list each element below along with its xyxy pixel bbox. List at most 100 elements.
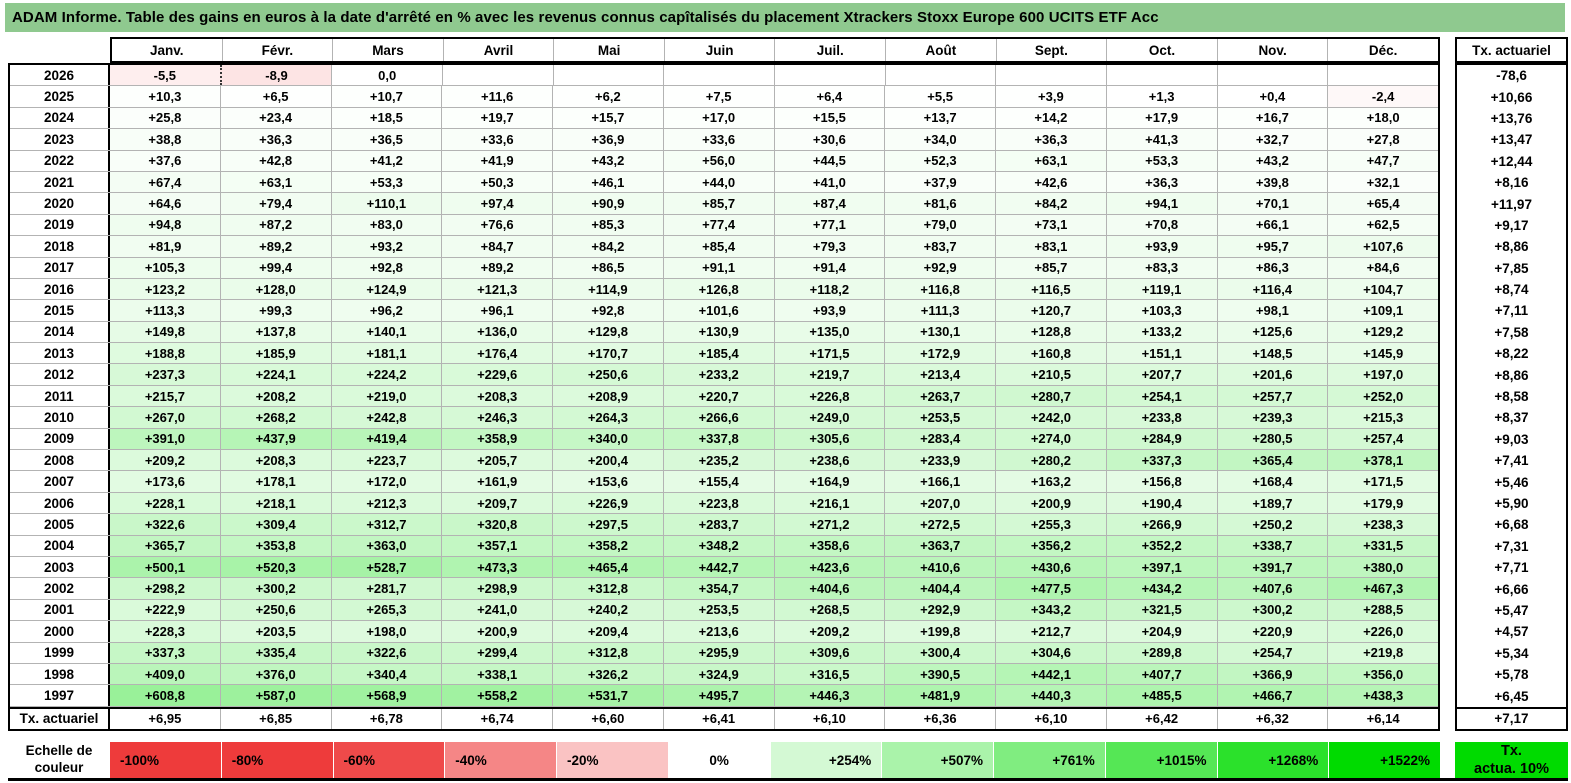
tx-value[interactable]: +7,41 (1494, 453, 1529, 469)
value-cell[interactable]: +363,0 (330, 535, 442, 556)
tx-value[interactable]: +7,58 (1494, 324, 1529, 340)
value-cell[interactable]: +90,9 (552, 193, 663, 214)
value-cell[interactable]: +15,5 (773, 107, 885, 129)
value-cell[interactable]: +92,9 (884, 257, 995, 278)
value-cell[interactable]: +156,8 (1105, 471, 1217, 492)
value-cell[interactable]: +292,9 (884, 599, 995, 621)
value-cell[interactable]: +151,1 (1105, 343, 1217, 364)
value-cell[interactable]: +89,2 (219, 236, 331, 257)
value-cell[interactable]: +128,8 (995, 321, 1106, 343)
tx-value[interactable]: +9,03 (1494, 431, 1529, 447)
value-cell[interactable]: +352,2 (1105, 535, 1217, 556)
value-cell[interactable]: +322,6 (110, 514, 220, 535)
value-cell[interactable]: +5,5 (884, 86, 995, 107)
value-cell[interactable]: +97,4 (441, 193, 552, 214)
value-cell[interactable]: +171,5 (773, 343, 885, 364)
value-cell[interactable]: +338,1 (441, 663, 552, 685)
value-cell[interactable]: +391,7 (1216, 556, 1328, 578)
value-cell[interactable]: +239,3 (1216, 407, 1328, 428)
value-cell[interactable]: +500,1 (110, 556, 220, 578)
value-cell[interactable]: +354,7 (662, 578, 774, 599)
value-cell[interactable]: +442,1 (995, 663, 1106, 685)
value-cell[interactable]: +52,3 (884, 150, 995, 171)
value-cell[interactable]: +466,7 (1216, 685, 1328, 706)
year-label[interactable]: 2009 (10, 428, 110, 450)
value-cell[interactable]: +397,1 (1105, 556, 1217, 578)
year-label[interactable]: 2000 (10, 621, 110, 642)
value-cell[interactable]: +6,4 (773, 86, 885, 107)
month-header[interactable]: Avril (442, 39, 554, 61)
value-cell[interactable]: +164,9 (773, 471, 885, 492)
value-cell[interactable]: +391,0 (110, 428, 220, 450)
year-label[interactable]: 2015 (10, 300, 110, 321)
year-label[interactable]: 2002 (10, 578, 110, 599)
value-cell[interactable]: +103,3 (1105, 300, 1217, 321)
year-label[interactable]: 1998 (10, 663, 110, 685)
value-cell[interactable]: +228,3 (110, 621, 220, 642)
value-cell[interactable]: +7,5 (662, 86, 774, 107)
year-label[interactable]: 2004 (10, 535, 110, 556)
value-cell[interactable]: +312,8 (552, 642, 663, 663)
month-header[interactable]: Nov. (1216, 39, 1328, 61)
value-cell[interactable]: +170,7 (552, 343, 663, 364)
actuarial-footer-value[interactable]: +6,42 (1105, 708, 1217, 729)
value-cell[interactable]: +63,1 (219, 171, 331, 193)
value-cell[interactable]: +37,6 (110, 150, 220, 171)
value-cell[interactable]: +407,7 (1105, 663, 1217, 685)
year-label[interactable]: 2006 (10, 492, 110, 514)
value-cell[interactable]: +123,2 (110, 278, 220, 300)
value-cell[interactable]: +363,7 (884, 535, 995, 556)
value-cell[interactable]: +223,8 (662, 492, 774, 514)
value-cell[interactable]: +528,7 (330, 556, 442, 578)
value-cell[interactable]: +38,8 (110, 129, 220, 150)
value-cell[interactable]: +23,4 (219, 107, 331, 129)
value-cell[interactable] (663, 65, 775, 86)
value-cell[interactable]: +300,2 (219, 578, 331, 599)
tx-value[interactable]: +11,97 (1491, 196, 1532, 212)
value-cell[interactable]: +130,1 (884, 321, 995, 343)
value-cell[interactable]: +198,0 (330, 621, 442, 642)
value-cell[interactable]: +137,8 (219, 321, 331, 343)
value-cell[interactable]: +218,1 (219, 492, 331, 514)
value-cell[interactable]: +168,4 (1216, 471, 1328, 492)
value-cell[interactable]: +208,9 (552, 385, 663, 407)
value-cell[interactable]: +366,9 (1216, 663, 1328, 685)
value-cell[interactable]: +376,0 (219, 663, 331, 685)
value-cell[interactable]: +322,6 (330, 642, 442, 663)
value-cell[interactable]: +340,0 (552, 428, 663, 450)
value-cell[interactable]: +558,2 (441, 685, 552, 706)
value-cell[interactable]: +120,7 (995, 300, 1106, 321)
value-cell[interactable]: +85,4 (662, 236, 774, 257)
year-label[interactable]: 2011 (10, 385, 110, 407)
value-cell[interactable]: +79,3 (773, 236, 885, 257)
actuarial-footer-value[interactable]: +6,78 (330, 708, 442, 729)
value-cell[interactable]: +47,7 (1327, 150, 1438, 171)
value-cell[interactable]: +338,7 (1216, 535, 1328, 556)
value-cell[interactable]: +219,0 (330, 385, 442, 407)
value-cell[interactable]: +129,2 (1327, 321, 1438, 343)
value-cell[interactable]: +105,3 (110, 257, 220, 278)
value-cell[interactable]: +92,8 (330, 257, 442, 278)
value-cell[interactable]: +173,6 (110, 471, 220, 492)
value-cell[interactable] (1327, 65, 1439, 86)
value-cell[interactable] (884, 65, 996, 86)
actuarial-footer-value[interactable]: +6,41 (662, 708, 774, 729)
tx-value[interactable]: +7,31 (1494, 538, 1529, 554)
value-cell[interactable]: +84,2 (995, 193, 1106, 214)
year-label[interactable]: 2023 (10, 129, 110, 150)
value-cell[interactable]: +149,8 (110, 321, 220, 343)
tx-value[interactable]: +7,71 (1494, 560, 1529, 576)
value-cell[interactable]: +81,6 (884, 193, 995, 214)
month-header[interactable]: Août (885, 39, 996, 61)
value-cell[interactable]: +212,7 (995, 621, 1106, 642)
value-cell[interactable]: +140,1 (330, 321, 442, 343)
value-cell[interactable]: +353,8 (219, 535, 331, 556)
value-cell[interactable]: +200,4 (552, 450, 663, 471)
tx-value[interactable]: +10,66 (1490, 89, 1533, 105)
value-cell[interactable]: +41,3 (1105, 129, 1217, 150)
year-label[interactable]: 2026 (10, 65, 110, 86)
value-cell[interactable]: +531,7 (552, 685, 663, 706)
value-cell[interactable]: +568,9 (330, 685, 442, 706)
value-cell[interactable]: +284,9 (1105, 428, 1217, 450)
value-cell[interactable]: +200,9 (995, 492, 1106, 514)
